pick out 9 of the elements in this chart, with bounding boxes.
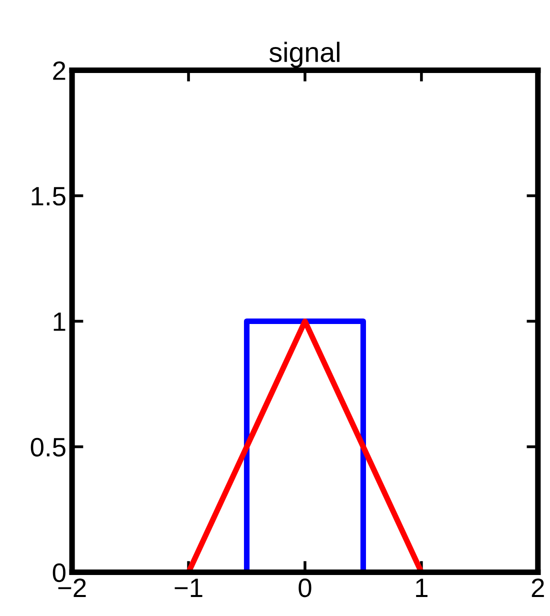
y-tick-label: 1 (54, 312, 66, 331)
y-tick-label: 0.5 (30, 438, 66, 457)
y-tick-label: 2 (53, 61, 66, 80)
x-tick-label: 0 (298, 578, 312, 598)
x-tick-label: −1 (174, 578, 202, 597)
x-tick-label: 2 (532, 578, 544, 597)
x-tick-label: 1 (416, 578, 428, 597)
chart-title: signal (269, 42, 340, 68)
y-tick-label: 1.5 (32, 187, 66, 206)
